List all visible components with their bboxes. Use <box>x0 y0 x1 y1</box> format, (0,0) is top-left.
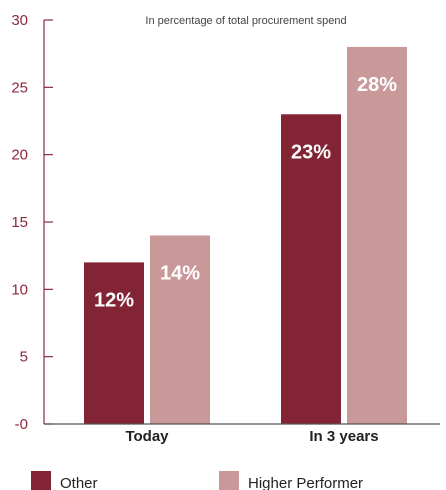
y-tick-label: 10 <box>11 281 28 298</box>
legend-swatch-higher-performer <box>219 471 239 490</box>
y-axis: -0 5 10 15 20 25 30 <box>11 12 53 433</box>
data-label: 12% <box>94 289 134 311</box>
chart-subtitle: In percentage of total procurement spend <box>145 15 346 27</box>
x-axis: Today In 3 years <box>44 423 440 445</box>
y-tick-label: 30 <box>11 12 28 29</box>
bar-higher-performer <box>347 46 407 424</box>
y-tick-label: 5 <box>20 349 28 366</box>
y-tick-label: -0 <box>15 416 28 433</box>
x-category-label: Today <box>125 428 169 445</box>
y-tick-label: 20 <box>11 147 28 164</box>
y-tick-label: 15 <box>11 214 28 231</box>
bar-other <box>84 262 144 424</box>
data-label: 28% <box>357 74 397 96</box>
bar-higher-performer <box>150 235 210 424</box>
legend-label-higher-performer: Higher Performer <box>248 475 363 490</box>
legend: Other Higher Performer <box>31 471 363 490</box>
data-label: 23% <box>291 141 331 163</box>
legend-label-other: Other <box>60 475 98 490</box>
bars-group: 12% 14% 23% 28% <box>84 46 407 425</box>
legend-swatch-other <box>31 471 51 490</box>
x-category-label: In 3 years <box>309 428 378 445</box>
y-tick-label: 25 <box>11 79 28 96</box>
data-label: 14% <box>160 262 200 284</box>
bar-other <box>281 114 341 425</box>
